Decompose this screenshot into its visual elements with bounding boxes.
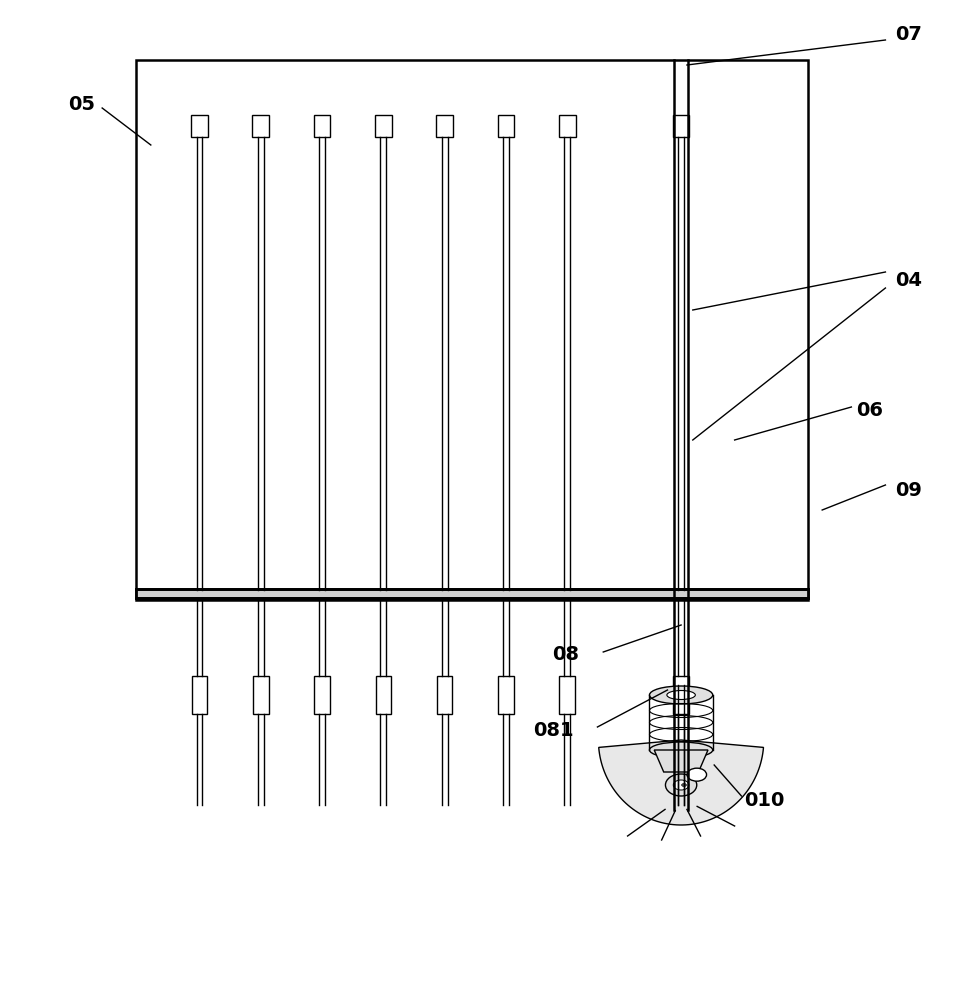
Ellipse shape — [650, 686, 712, 704]
Bar — [313, 115, 331, 137]
Text: 05: 05 — [68, 96, 95, 114]
Bar — [437, 676, 452, 714]
Ellipse shape — [667, 690, 696, 700]
Bar — [136, 60, 808, 600]
Bar — [673, 676, 689, 714]
Bar — [498, 676, 514, 714]
Bar — [559, 676, 575, 714]
Bar — [191, 115, 207, 137]
Ellipse shape — [687, 768, 706, 781]
Text: 07: 07 — [895, 25, 922, 44]
Bar — [253, 676, 269, 714]
Text: 08: 08 — [552, 646, 579, 664]
Text: 04: 04 — [895, 270, 922, 290]
Bar — [314, 676, 330, 714]
Polygon shape — [598, 740, 764, 825]
Text: 010: 010 — [744, 790, 784, 810]
Ellipse shape — [666, 774, 697, 796]
Bar — [376, 676, 391, 714]
Text: 09: 09 — [895, 481, 922, 499]
Ellipse shape — [650, 742, 712, 758]
Text: 081: 081 — [533, 720, 574, 740]
Bar — [437, 115, 453, 137]
Bar — [136, 589, 808, 598]
Polygon shape — [654, 750, 708, 772]
Bar — [498, 115, 515, 137]
Ellipse shape — [681, 784, 687, 786]
Text: 06: 06 — [856, 400, 883, 420]
Bar — [559, 115, 576, 137]
Bar — [253, 115, 269, 137]
Bar — [192, 676, 207, 714]
Ellipse shape — [673, 780, 689, 790]
Bar — [376, 115, 391, 137]
Bar — [673, 115, 690, 137]
